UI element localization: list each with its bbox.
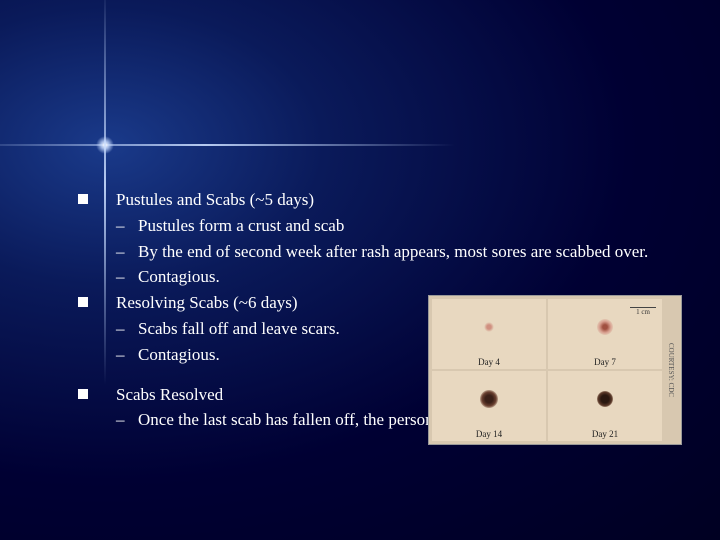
square-bullet-icon	[78, 389, 88, 399]
lesion-progression-photo: Day 4 1 cm Day 7 COURTESY: CDC Day 14 Da…	[428, 295, 682, 445]
dash-icon: –	[116, 408, 138, 432]
bullet-pustules-scabs: Pustules and Scabs (~5 days)	[78, 188, 690, 212]
square-bullet-icon	[78, 297, 88, 307]
sub-bullet: – By the end of second week after rash a…	[116, 240, 690, 264]
photo-label: Day 7	[594, 357, 616, 369]
sub-text: Pustules form a crust and scab	[138, 214, 690, 238]
photo-cell-day21: Day 21	[548, 371, 662, 441]
photo-credit: COURTESY: CDC	[664, 299, 678, 441]
dash-icon: –	[116, 317, 138, 341]
sub-bullet: – Contagious.	[116, 265, 690, 289]
dash-icon: –	[116, 343, 138, 367]
sub-text: By the end of second week after rash app…	[138, 240, 690, 264]
section-title: Pustules and Scabs (~5 days)	[116, 188, 690, 212]
photo-cell-day7: 1 cm Day 7	[548, 299, 662, 369]
sub-text: Contagious.	[138, 343, 398, 367]
photo-cell-day14: Day 14	[432, 371, 546, 441]
scale-bar: 1 cm	[630, 307, 656, 316]
sub-text: Contagious.	[138, 265, 690, 289]
square-bullet-icon	[78, 194, 88, 204]
sub-bullet: – Pustules form a crust and scab	[116, 214, 690, 238]
sub-text: Scabs fall off and leave scars.	[138, 317, 398, 341]
dash-icon: –	[116, 265, 138, 289]
photo-cell-day4: Day 4	[432, 299, 546, 369]
dash-icon: –	[116, 214, 138, 238]
lesion-icon	[597, 391, 613, 407]
dash-icon: –	[116, 240, 138, 264]
photo-label: Day 14	[476, 429, 502, 441]
lesion-icon	[480, 390, 498, 408]
photo-label: Day 4	[478, 357, 500, 369]
photo-label: Day 21	[592, 429, 618, 441]
lesion-icon	[484, 322, 494, 332]
lesion-icon	[597, 319, 613, 335]
